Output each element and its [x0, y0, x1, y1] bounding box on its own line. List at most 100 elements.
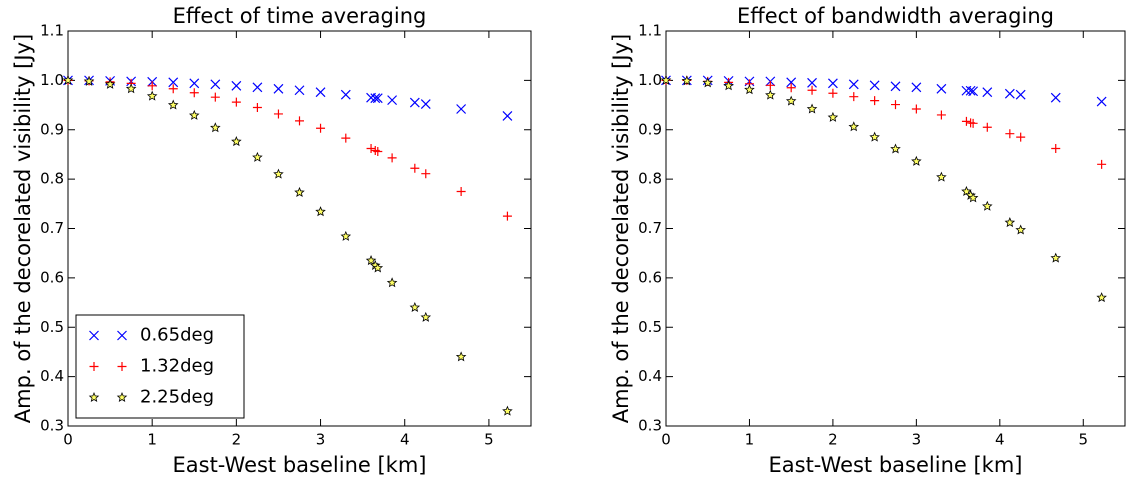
marker-star	[723, 80, 734, 91]
marker-x	[456, 104, 467, 114]
marker-x	[210, 79, 221, 90]
plot-area	[665, 30, 1126, 427]
marker-x	[409, 97, 420, 108]
marker-x	[340, 89, 351, 100]
x-tick-label: 0	[661, 431, 671, 449]
legend-marker	[89, 362, 99, 371]
marker-star	[340, 230, 352, 241]
marker-plus	[252, 103, 262, 113]
marker-star	[681, 75, 693, 86]
marker-star	[83, 75, 95, 86]
marker-x	[168, 77, 179, 88]
x-tick-label: 1	[745, 431, 755, 449]
y-tick-label: 0.5	[638, 318, 662, 336]
marker-plus	[968, 118, 978, 128]
marker-star	[386, 277, 398, 288]
marker-star	[785, 95, 797, 106]
y-tick-label: 0.3	[40, 417, 64, 435]
marker-star	[848, 121, 860, 132]
chart-title: Effect of time averaging	[173, 4, 427, 28]
marker-star	[62, 74, 74, 85]
marker-x	[372, 93, 383, 104]
chart-title: Effect of bandwidth averaging	[737, 4, 1054, 28]
marker-star	[315, 206, 326, 217]
marker-x	[370, 93, 381, 104]
marker-star	[210, 122, 221, 133]
marker-plus	[870, 96, 880, 106]
marker-x	[1004, 88, 1015, 99]
y-tick-label: 0.5	[40, 318, 64, 336]
marker-star	[372, 262, 384, 273]
marker-star	[502, 405, 513, 416]
marker-plus	[316, 123, 326, 133]
legend-marker	[88, 391, 100, 402]
marker-star	[294, 186, 305, 197]
marker-plus	[1097, 159, 1107, 169]
marker-plus	[961, 116, 971, 126]
marker-x	[387, 95, 398, 106]
marker-plus	[828, 88, 838, 98]
marker-star	[365, 255, 377, 266]
y-tick-label: 0.6	[638, 268, 662, 286]
x-tick-label: 5	[1078, 431, 1088, 449]
marker-star	[455, 351, 467, 362]
x-tick-label: 3	[912, 431, 922, 449]
marker-x	[869, 80, 880, 91]
legend: 0.65deg 1.32deg 2.25deg	[75, 314, 245, 419]
y-tick-label: 0.9	[638, 120, 662, 138]
marker-plus	[231, 97, 241, 107]
marker-star	[660, 74, 672, 85]
legend-marker	[117, 330, 127, 341]
marker-plus	[936, 110, 946, 120]
marker-star	[125, 83, 137, 94]
marker-x	[848, 79, 859, 90]
marker-star	[744, 84, 755, 95]
y-tick-label: 1.0	[638, 71, 662, 89]
marker-x	[890, 81, 901, 92]
y-tick-label: 0.3	[638, 417, 662, 435]
marker-x	[1015, 89, 1026, 100]
marker-x	[502, 111, 513, 121]
legend-label: 2.25deg	[140, 387, 214, 408]
y-tick-label: 1.1	[40, 22, 64, 40]
marker-star	[827, 111, 839, 122]
y-tick-label: 0.9	[40, 120, 64, 138]
marker-plus	[189, 88, 199, 98]
x-tick-label: 2	[232, 431, 242, 449]
legend-label: 1.32deg	[140, 356, 214, 377]
marker-plus	[849, 92, 859, 102]
y-axis-label: Amp. of the decorelated visibility [Jy]	[609, 34, 633, 423]
marker-x	[252, 82, 263, 93]
marker-star	[104, 78, 116, 89]
marker-x	[936, 83, 947, 94]
legend-marker	[117, 362, 127, 371]
marker-x	[807, 77, 817, 88]
legend-box	[75, 314, 245, 419]
marker-plus	[456, 186, 466, 196]
x-axis-label: East-West baseline [km]	[173, 453, 427, 477]
marker-plus	[341, 133, 351, 143]
x-tick-label: 5	[484, 431, 494, 449]
marker-star	[1015, 224, 1026, 235]
marker-x	[968, 86, 979, 97]
y-tick-label: 0.8	[638, 170, 662, 188]
marker-star	[890, 143, 901, 154]
x-tick-label: 4	[995, 431, 1005, 449]
marker-plus	[1051, 144, 1061, 154]
marker-x	[315, 87, 326, 98]
marker-plus	[410, 163, 420, 173]
marker-plus	[807, 85, 817, 95]
marker-star	[231, 136, 242, 147]
legend-marker	[116, 391, 128, 402]
x-tick-label: 3	[316, 431, 326, 449]
marker-x	[273, 83, 284, 94]
marker-star	[967, 192, 979, 203]
x-tick-label: 1	[147, 431, 157, 449]
marker-plus	[373, 146, 383, 156]
y-tick-label: 0.8	[40, 170, 64, 188]
marker-plus	[366, 144, 376, 154]
marker-plus	[982, 122, 992, 132]
marker-x	[965, 85, 976, 96]
marker-star	[273, 168, 284, 179]
